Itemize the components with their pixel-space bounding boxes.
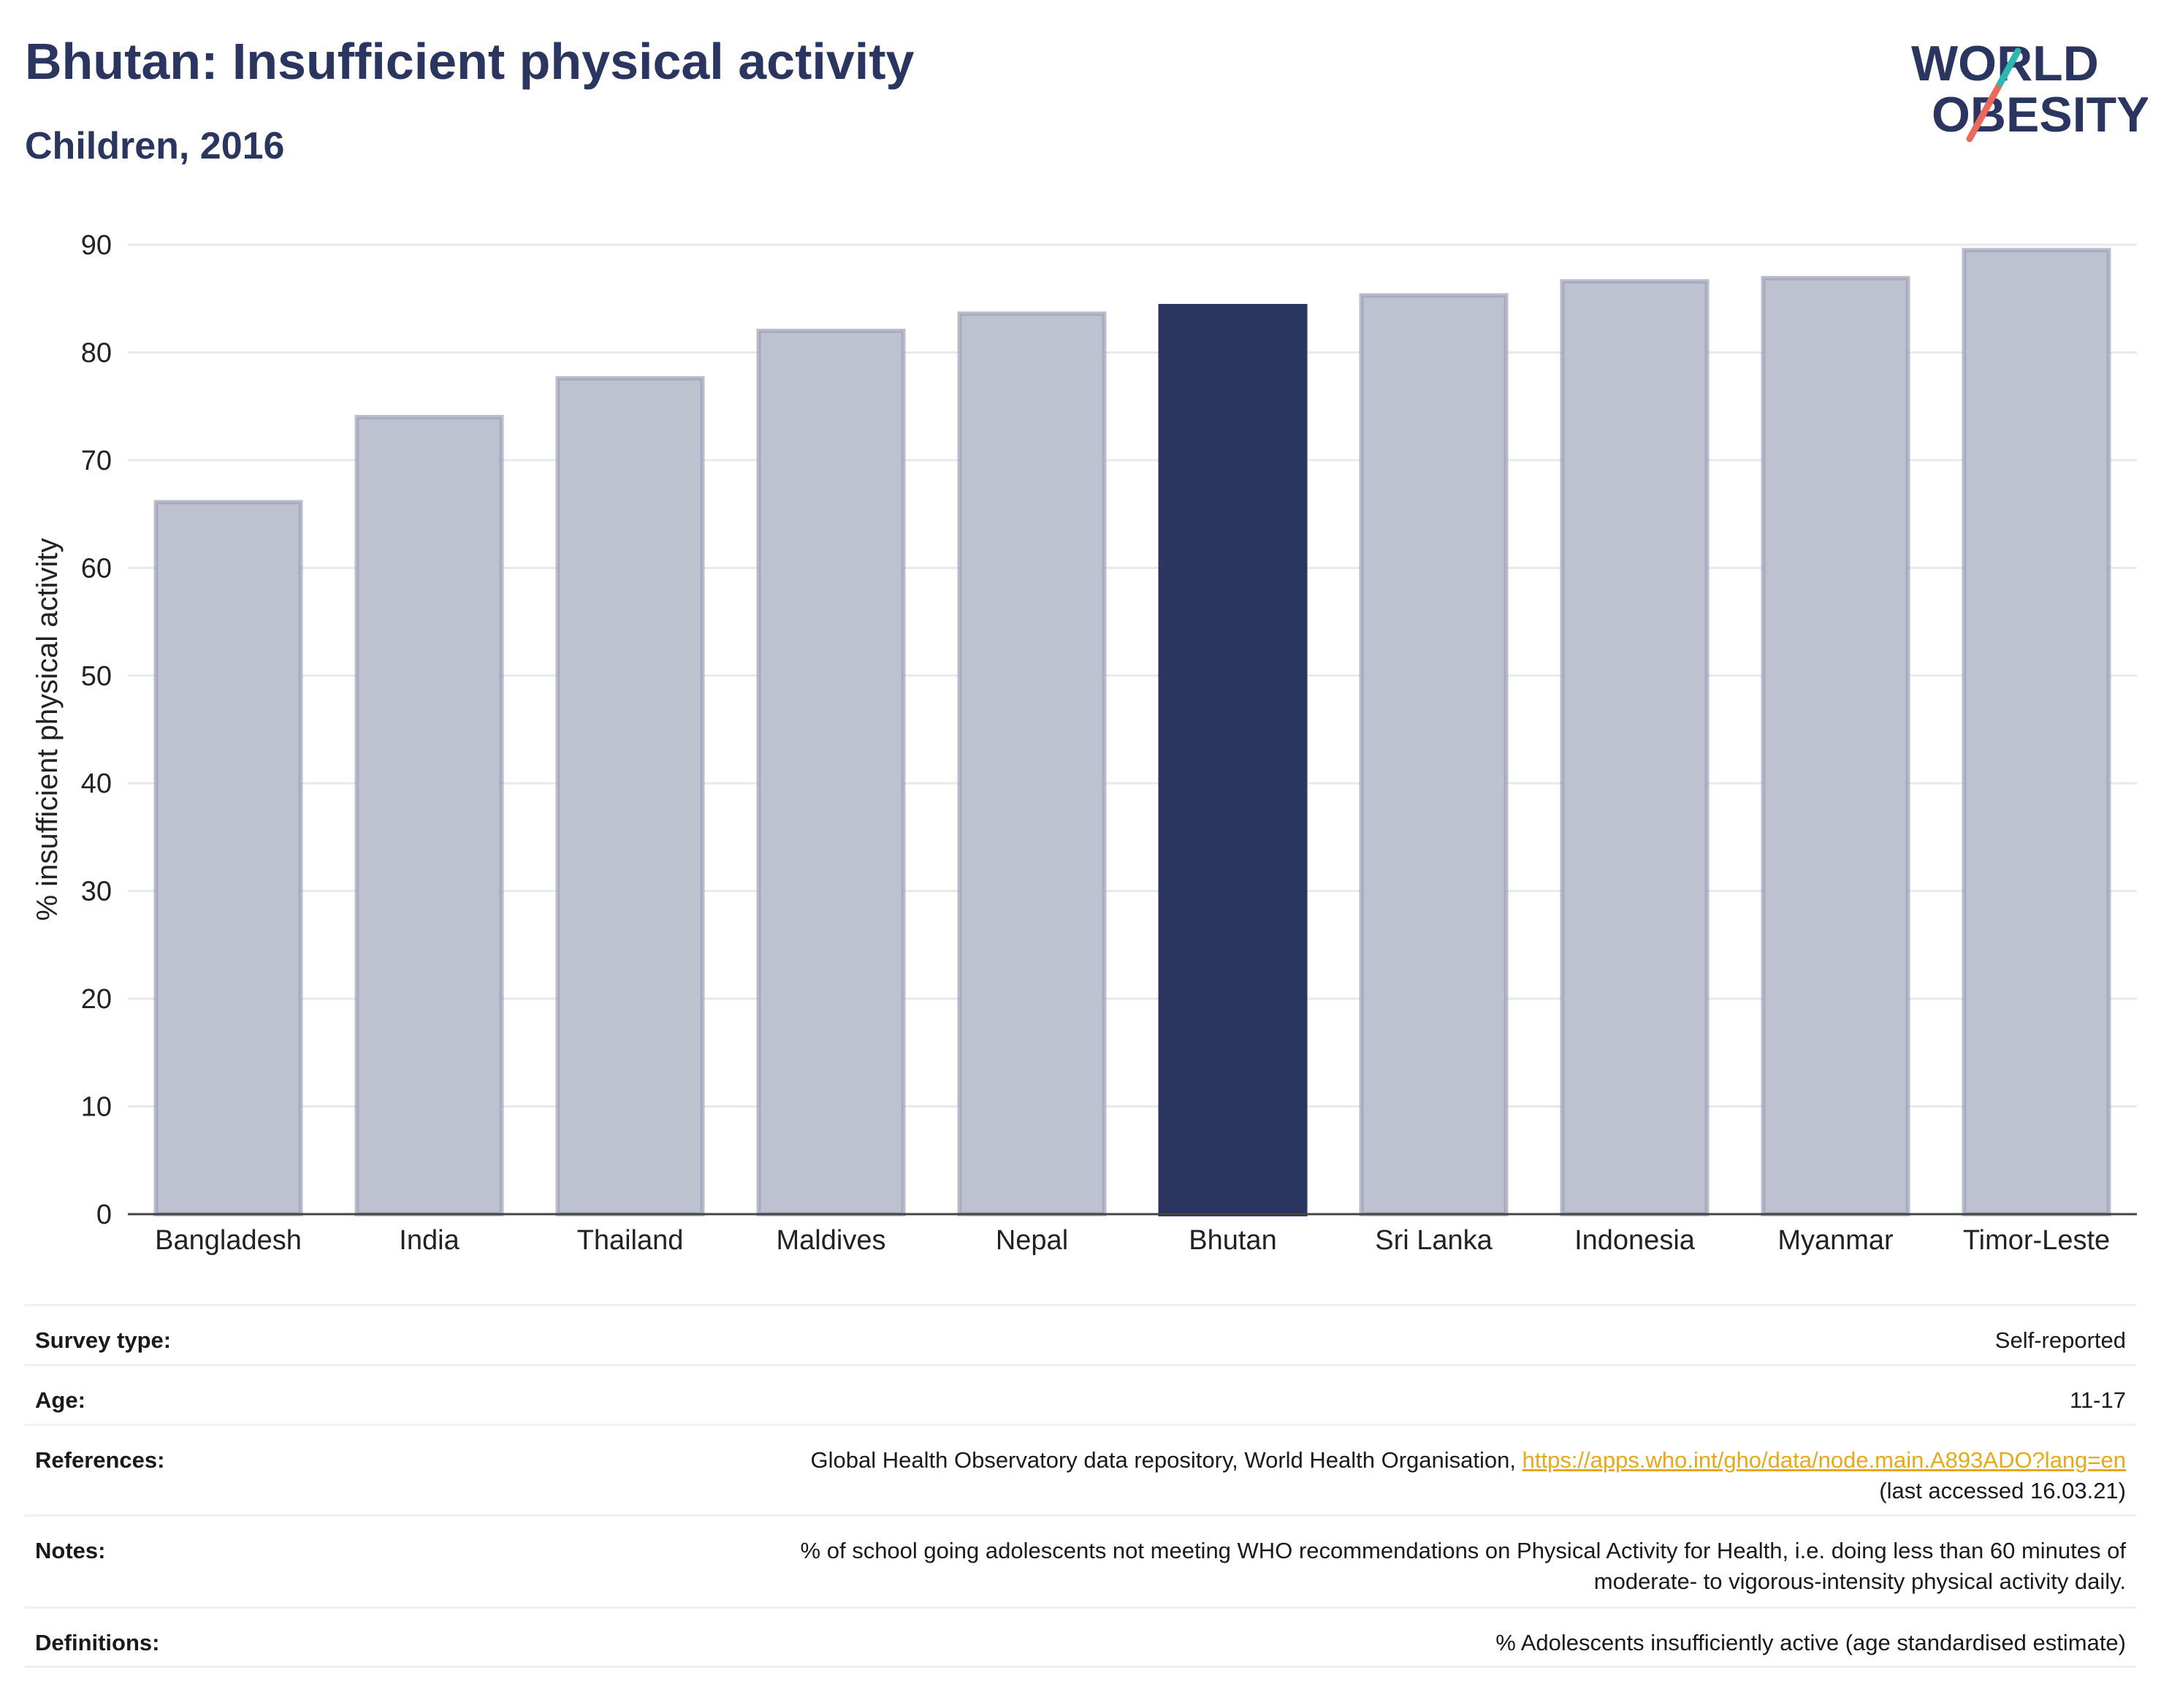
bar-bangladesh <box>153 500 303 1216</box>
bar-bhutan <box>1158 304 1308 1216</box>
y-tick-label: 40 <box>81 769 112 799</box>
bar-myanmar <box>1761 275 1910 1216</box>
logo-teal-slash <box>1997 47 2021 87</box>
x-tick-label: Timor-Leste <box>1963 1225 2110 1256</box>
y-tick-label: 30 <box>81 877 112 907</box>
y-tick-label: 10 <box>81 1092 112 1123</box>
definitions-value: % Adolescents insufficiently active (age… <box>1495 1630 2126 1655</box>
x-tick-label: Maldives <box>777 1225 886 1256</box>
bar-timor-leste <box>1962 248 2111 1217</box>
x-tick-label: Thailand <box>577 1225 684 1256</box>
x-tick-label: Myanmar <box>1777 1225 1894 1256</box>
metadata-table: Survey type: Self-reported Age: 11-17 Re… <box>25 1304 2136 1668</box>
y-tick-label: 60 <box>81 553 112 584</box>
bar-indonesia <box>1560 279 1710 1216</box>
references-link[interactable]: https://apps.who.int/gho/data/node.main.… <box>1522 1447 2126 1473</box>
age-label: Age: <box>35 1387 85 1413</box>
notes-label: Notes: <box>35 1538 106 1563</box>
survey-type-row: Survey type: Self-reported <box>25 1304 2136 1364</box>
logo-coral-slash <box>1966 80 2004 142</box>
y-tick-label: 50 <box>81 661 112 692</box>
references-value: Global Health Observatory data repositor… <box>811 1445 2126 1506</box>
y-tick-label: 90 <box>81 230 112 261</box>
definitions-row: Definitions: % Adolescents insufficientl… <box>25 1606 2136 1668</box>
references-text: Global Health Observatory data repositor… <box>810 1447 1522 1473</box>
y-tick-label: 70 <box>81 446 112 476</box>
y-tick-label: 20 <box>81 984 112 1015</box>
bar-nepal <box>957 311 1107 1216</box>
y-tick-label: 0 <box>96 1200 112 1230</box>
x-tick-label: Sri Lanka <box>1375 1225 1493 1256</box>
survey-type-value: Self-reported <box>1994 1327 2126 1353</box>
x-tick-label: Bhutan <box>1189 1225 1276 1256</box>
logo-line2: OBESITY <box>1932 87 2148 142</box>
y-axis-title: % insufficient physical activity <box>31 538 64 921</box>
y-tick-label: 80 <box>81 338 112 368</box>
references-label: References: <box>35 1447 165 1473</box>
notes-line1: % of school going adolescents not meetin… <box>800 1538 2126 1563</box>
notes-line2: moderate- to vigorous-intensity physical… <box>1593 1568 2126 1594</box>
bar-sri-lanka <box>1359 293 1509 1217</box>
age-value: 11-17 <box>2070 1387 2126 1413</box>
world-obesity-logo: WORLD OBESITY <box>1911 36 2148 142</box>
chart-subtitle: Children, 2016 <box>25 125 285 167</box>
definitions-label: Definitions: <box>35 1630 160 1655</box>
notes-row: Notes: % of school going adolescents not… <box>25 1514 2136 1606</box>
x-tick-label: India <box>399 1225 460 1256</box>
y-tick-labels: 0 10 20 30 40 50 60 70 80 90 <box>81 230 112 1230</box>
chart-title: Bhutan: Insufficient physical activity <box>25 33 915 90</box>
notes-value: % of school going adolescents not meetin… <box>801 1536 2126 1597</box>
references-accessed: (last accessed 16.03.21) <box>1879 1478 2126 1503</box>
x-tick-label: Indonesia <box>1574 1225 1696 1256</box>
survey-type-label: Survey type: <box>35 1327 172 1353</box>
references-row: References: Global Health Observatory da… <box>25 1424 2136 1514</box>
bar-thailand <box>555 375 705 1217</box>
x-tick-label: Bangladesh <box>155 1225 302 1256</box>
bar-maldives <box>756 328 906 1216</box>
x-tick-labels: Bangladesh India Thailand Maldives Nepal Bhut… <box>155 1225 2110 1256</box>
age-row: Age: 11-17 <box>25 1364 2136 1424</box>
bar-chart: 0 10 20 30 40 50 60 70 80 90 Bangladesh India Thail… <box>31 230 2137 1256</box>
logo-line1: WORLD <box>1911 36 2099 91</box>
bar-india <box>354 414 504 1216</box>
bars <box>153 248 2111 1217</box>
x-tick-label: Nepal <box>996 1225 1068 1256</box>
